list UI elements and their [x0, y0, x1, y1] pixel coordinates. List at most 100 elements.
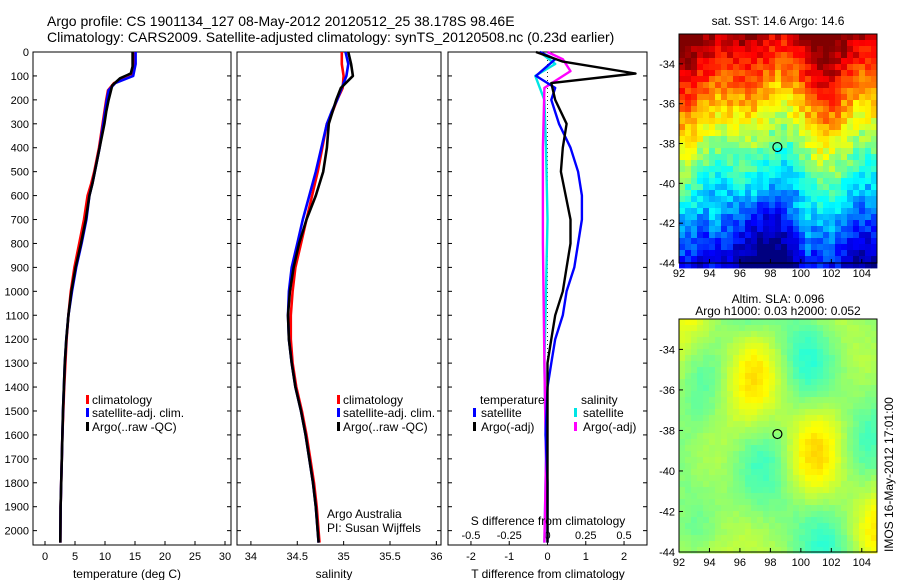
map-cell [793, 439, 800, 446]
map-cell [757, 529, 764, 536]
map-cell [865, 367, 872, 374]
map-cell [679, 40, 686, 47]
map-cell [835, 397, 842, 404]
map-cell [811, 343, 818, 350]
map-cell [739, 385, 746, 392]
map-cell [823, 46, 830, 53]
map-cell [733, 439, 740, 446]
map-cell [679, 403, 686, 410]
map-cell [811, 427, 818, 434]
map-cell [727, 34, 734, 41]
map-cell [811, 190, 818, 197]
map-cell [829, 160, 836, 167]
map-cell [865, 439, 872, 446]
map-cell [799, 451, 806, 458]
map-cell [703, 325, 710, 332]
map-cell [727, 469, 734, 476]
map-cell [799, 499, 806, 506]
map-cell [847, 355, 854, 362]
map-cell [679, 94, 686, 101]
map-cell [751, 433, 758, 440]
map-cell [811, 397, 818, 404]
map-cell [805, 409, 812, 416]
map-cell [799, 523, 806, 530]
map-cell [763, 136, 770, 143]
map-cell [811, 325, 818, 332]
map-cell [763, 403, 770, 410]
map-cell [859, 541, 866, 548]
map-cell [775, 70, 782, 77]
map-cell [871, 184, 878, 191]
map-cell [781, 445, 788, 452]
map-cell [823, 325, 830, 332]
map-cell [727, 475, 734, 482]
lat-tick-label: -44 [659, 547, 675, 559]
map-cell [859, 58, 866, 65]
map-cell [691, 391, 698, 398]
lat-tick-label: -44 [659, 258, 675, 270]
map-cell [859, 385, 866, 392]
map-cell [757, 250, 764, 257]
map-cell [703, 262, 710, 269]
map-cell [739, 397, 746, 404]
map-cell [829, 208, 836, 215]
map-cell [739, 190, 746, 197]
map-cell [817, 256, 824, 263]
map-cell [739, 331, 746, 338]
map-cell [841, 433, 848, 440]
map-cell [751, 154, 758, 161]
map-cell [799, 385, 806, 392]
map-cell [817, 391, 824, 398]
map-cell [721, 250, 728, 257]
map-cell [829, 100, 836, 107]
map-cell [739, 184, 746, 191]
map-cell [757, 469, 764, 476]
map-cell [811, 535, 818, 542]
map-cell [709, 226, 716, 233]
map-cell [751, 142, 758, 149]
map-cell [679, 196, 686, 203]
map-cell [757, 355, 764, 362]
map-cell [829, 118, 836, 125]
map-cell [811, 76, 818, 83]
map-cell [805, 262, 812, 269]
map-cell [847, 517, 854, 524]
map-cell [733, 505, 740, 512]
map-cell [793, 40, 800, 47]
map-cell [703, 487, 710, 494]
map-cell [847, 403, 854, 410]
map-cell [841, 541, 848, 548]
map-cell [721, 445, 728, 452]
map-cell [847, 100, 854, 107]
map-cell [697, 391, 704, 398]
map-cell [727, 106, 734, 113]
map-cell [823, 433, 830, 440]
map-cell [769, 196, 776, 203]
map-cell [781, 517, 788, 524]
map-cell [775, 124, 782, 131]
map-cell [775, 232, 782, 239]
map-cell [847, 154, 854, 161]
map-cell [709, 208, 716, 215]
map-cell [871, 154, 878, 161]
map-cell [793, 505, 800, 512]
map-cell [757, 88, 764, 95]
map-cell [709, 220, 716, 227]
map-cell [835, 160, 842, 167]
map-cell [799, 505, 806, 512]
map-cell [799, 445, 806, 452]
map-cell [715, 361, 722, 368]
map-cell [775, 220, 782, 227]
sla-map-title-line-1: Altim. SLA: 0.096 [732, 292, 825, 306]
map-cell [781, 451, 788, 458]
map-cell [865, 34, 872, 41]
map-cell [733, 481, 740, 488]
map-cell [745, 337, 752, 344]
map-cell [697, 505, 704, 512]
map-cell [829, 106, 836, 113]
map-cell [757, 547, 764, 554]
map-cell [865, 220, 872, 227]
map-cell [835, 226, 842, 233]
map-cell [703, 379, 710, 386]
